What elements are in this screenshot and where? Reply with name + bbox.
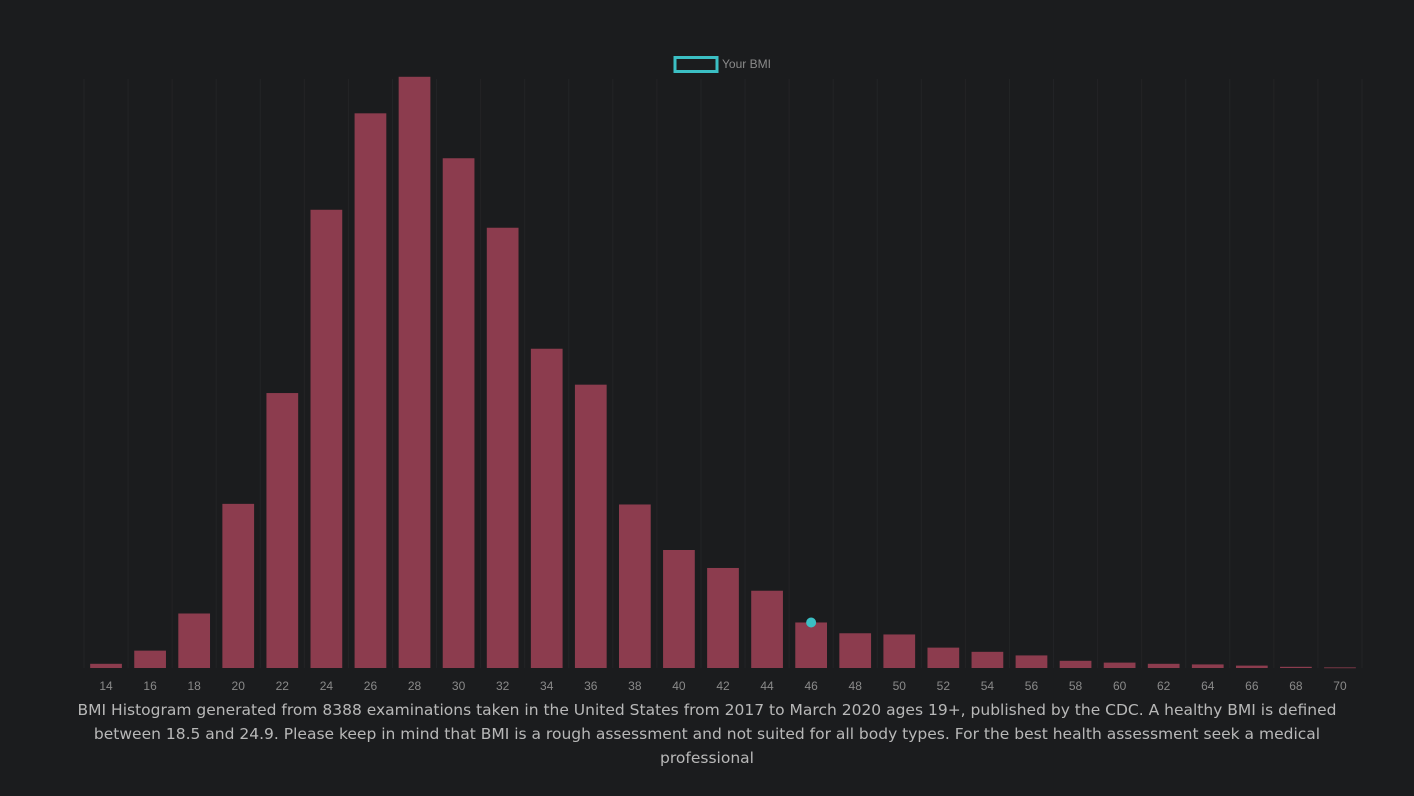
histogram-bar[interactable] <box>751 590 783 668</box>
histogram-bar[interactable] <box>1280 666 1312 668</box>
x-tick-label: 44 <box>760 679 774 693</box>
x-tick-label: 38 <box>628 679 642 693</box>
x-tick-label: 62 <box>1157 679 1171 693</box>
x-tick-label: 34 <box>540 679 554 693</box>
legend-label-your-bmi: Your BMI <box>722 57 771 71</box>
x-axis-ticks: 14 16 18 20 22 24 26 28 30 32 34 36 38 40 42 44 46 48 50 52… <box>99 679 1347 693</box>
x-tick-label: 54 <box>981 679 995 693</box>
x-tick-label: 42 <box>716 679 730 693</box>
x-tick-label: 22 <box>276 679 290 693</box>
x-tick-label: 58 <box>1069 679 1083 693</box>
legend-swatch-your-bmi <box>673 56 719 73</box>
histogram-bar[interactable] <box>618 504 651 668</box>
histogram-bar[interactable] <box>398 76 431 669</box>
x-tick-label: 52 <box>937 679 951 693</box>
x-tick-label: 50 <box>893 679 907 693</box>
x-tick-label: 68 <box>1289 679 1303 693</box>
histogram-bar[interactable] <box>883 634 916 668</box>
histogram-bar[interactable] <box>1015 655 1048 668</box>
x-tick-label: 16 <box>143 679 157 693</box>
x-tick-label: 40 <box>672 679 686 693</box>
histogram-bar[interactable] <box>354 113 387 669</box>
histogram-bar[interactable] <box>1191 664 1224 668</box>
histogram-bar[interactable] <box>663 549 695 668</box>
histogram-bar[interactable] <box>222 503 255 668</box>
x-tick-label: 24 <box>320 679 334 693</box>
histogram-bar[interactable] <box>266 393 299 668</box>
histogram-bar[interactable] <box>442 158 475 668</box>
x-tick-label: 26 <box>364 679 378 693</box>
x-tick-label: 20 <box>232 679 246 693</box>
histogram-bar[interactable] <box>795 622 828 668</box>
bmi-histogram-chart: 14 16 18 20 22 24 26 28 30 32 34 36 38 40 42 44 46 48 50 52… <box>83 56 1363 693</box>
histogram-bar[interactable] <box>839 633 872 668</box>
chart-legend[interactable]: Your BMI <box>673 56 771 73</box>
x-tick-label: 14 <box>99 679 113 693</box>
x-tick-label: 56 <box>1025 679 1039 693</box>
histogram-bar[interactable] <box>1147 663 1180 668</box>
chart-caption: BMI Histogram generated from 8388 examin… <box>77 701 1337 767</box>
x-tick-label: 32 <box>496 679 510 693</box>
histogram-bar[interactable] <box>927 647 960 668</box>
x-tick-label: 18 <box>187 679 201 693</box>
x-tick-label: 66 <box>1245 679 1259 693</box>
histogram-bar[interactable] <box>707 567 739 668</box>
x-tick-label: 48 <box>849 679 863 693</box>
x-tick-label: 28 <box>408 679 422 693</box>
histogram-bar[interactable] <box>1103 662 1136 668</box>
histogram-bar[interactable] <box>1324 667 1356 669</box>
histogram-bar[interactable] <box>574 384 607 668</box>
x-tick-label: 46 <box>804 679 818 693</box>
x-tick-label: 36 <box>584 679 598 693</box>
histogram-bar[interactable] <box>178 613 211 668</box>
x-tick-label: 60 <box>1113 679 1127 693</box>
histogram-bar[interactable] <box>971 651 1004 668</box>
histogram-bar[interactable] <box>1059 660 1092 668</box>
chart-canvas: 14 16 18 20 22 24 26 28 30 32 34 36 38 40 42 44 46 48 50 52… <box>83 56 1363 693</box>
histogram-bar[interactable] <box>1235 665 1268 668</box>
histogram-bar[interactable] <box>90 663 122 668</box>
your-bmi-marker-layer <box>806 617 817 628</box>
histogram-bars <box>90 76 1356 669</box>
grid-lines <box>83 79 1363 668</box>
x-tick-label: 30 <box>452 679 466 693</box>
your-bmi-marker[interactable] <box>806 617 817 628</box>
histogram-bar[interactable] <box>310 209 343 668</box>
histogram-bar[interactable] <box>134 650 166 668</box>
histogram-bar[interactable] <box>486 227 519 669</box>
x-tick-label: 70 <box>1333 679 1347 693</box>
x-tick-label: 64 <box>1201 679 1215 693</box>
histogram-bar[interactable] <box>530 348 563 668</box>
